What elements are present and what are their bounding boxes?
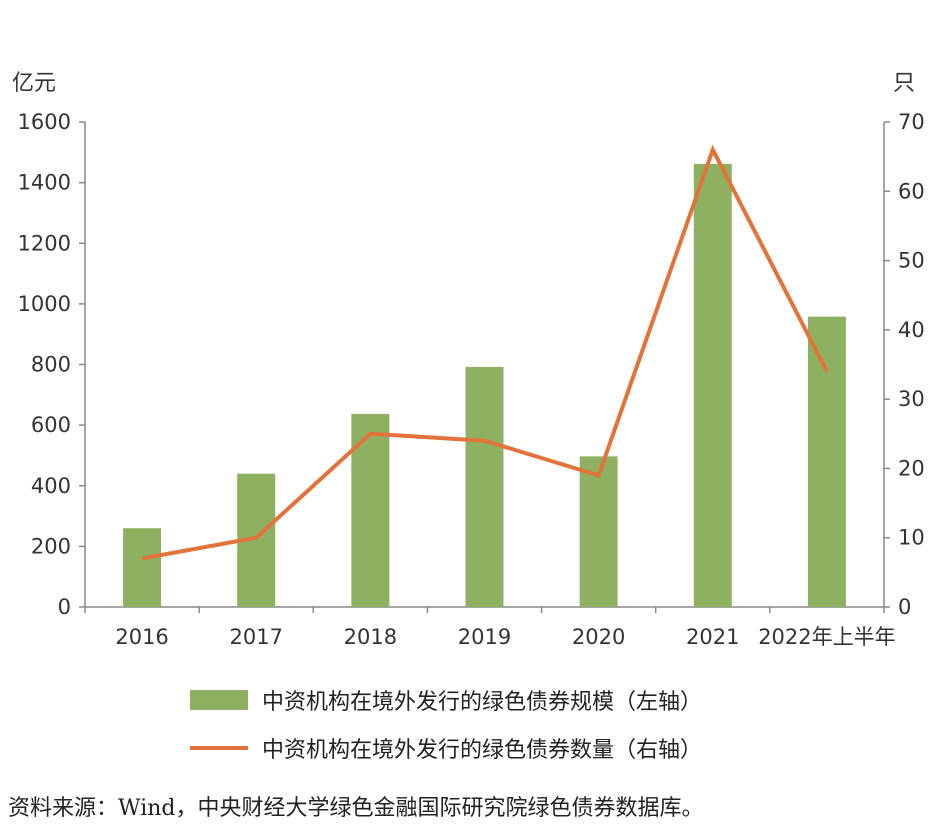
x-tick-label: 2016 [115, 625, 168, 649]
legend-line-swatch [190, 746, 248, 750]
y-left-tick-label: 1000 [18, 292, 71, 316]
y-right-unit: 只 [893, 71, 915, 96]
y-right-tick-label: 20 [898, 456, 925, 480]
y-right-tick-label: 10 [898, 526, 925, 550]
bar [579, 456, 618, 607]
x-tick-label: 2018 [344, 625, 397, 649]
legend-item-line: 中资机构在境外发行的绿色债券数量（右轴） [190, 732, 702, 764]
line-series [141, 144, 829, 561]
legend-line-label: 中资机构在境外发行的绿色债券数量（右轴） [262, 738, 703, 763]
combo-chart: 亿元 只 0 200 400 600 800 1000 1200 1400 1600 0 10 20 3… [12, 71, 925, 649]
y-right-tick-label: 60 [898, 179, 925, 203]
y-right-tick-label: 40 [898, 318, 925, 342]
y-left-tick-label: 400 [31, 474, 71, 498]
x-tick-label: 2020 [572, 625, 625, 649]
x-tick-label: 2019 [458, 625, 511, 649]
bar-series [123, 163, 846, 608]
y-right-tick-label: 50 [898, 249, 925, 273]
bar [123, 528, 162, 607]
y-right-tick-label: 0 [898, 595, 911, 619]
y-right-tick-label: 30 [898, 387, 925, 411]
y-left-tick-label: 600 [31, 413, 71, 437]
source-note: 资料来源：Wind，中央财经大学绿色金融国际研究院绿色债券数据库。 [8, 796, 704, 821]
x-tick-label: 2022年上半年 [758, 625, 895, 649]
y-right-tick-label: 70 [898, 110, 925, 134]
y-left-tick-label: 0 [58, 595, 71, 619]
bar [693, 163, 732, 608]
bar [351, 413, 390, 607]
y-left-tick-label: 800 [31, 353, 71, 377]
x-tick-label: 2021 [686, 625, 739, 649]
y-left-tick-label: 1200 [18, 231, 71, 255]
legend-item-bar: 中资机构在境外发行的绿色债券规模（左轴） [190, 684, 702, 716]
y-left-tick-label: 200 [31, 534, 71, 558]
tick-labels: 0 200 400 600 800 1000 1200 1400 1600 0 10 20 30 40 50… [18, 110, 925, 649]
bar [807, 316, 846, 607]
y-left-tick-label: 1400 [18, 171, 71, 195]
legend-bar-swatch [190, 690, 248, 710]
y-left-unit: 亿元 [12, 71, 56, 96]
y-left-tick-label: 1600 [18, 110, 71, 134]
bar [465, 366, 504, 607]
legend-bar-label: 中资机构在境外发行的绿色债券规模（左轴） [262, 690, 703, 715]
x-tick-label: 2017 [229, 625, 282, 649]
